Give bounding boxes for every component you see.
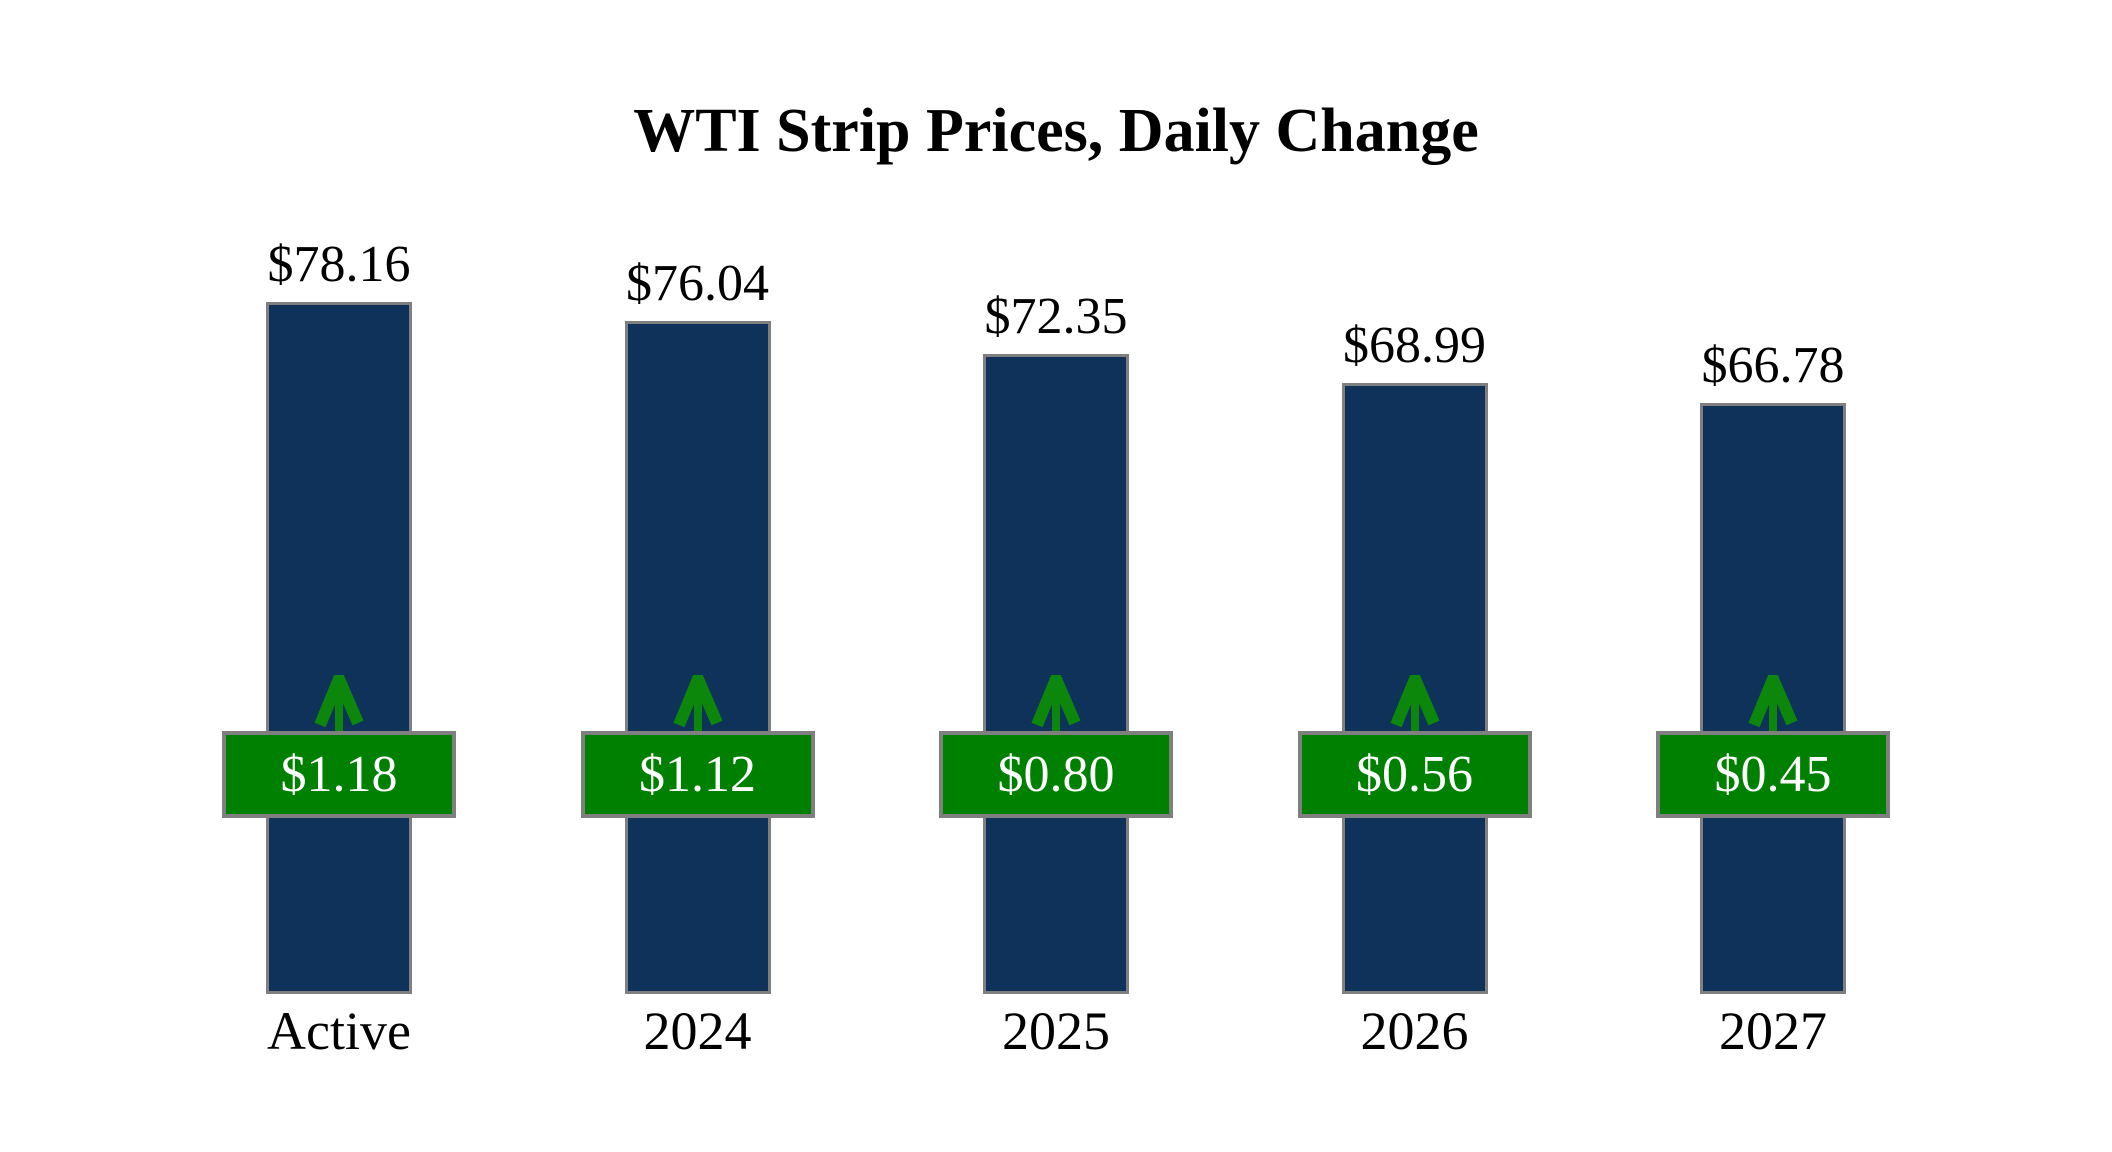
daily-change-value: $0.80 <box>997 745 1115 803</box>
daily-change-badge-2025: $0.80 <box>939 731 1173 818</box>
up-arrow-icon <box>672 675 723 733</box>
price-value-label: $76.04 <box>626 254 769 312</box>
up-arrow-icon <box>1389 675 1440 733</box>
category-label-2026: 2026 <box>1360 1001 1469 1061</box>
daily-change-badge-2026: $0.56 <box>1297 731 1532 818</box>
price-bar-2024 <box>624 320 771 994</box>
price-value-label: $78.16 <box>267 236 411 294</box>
price-value-label: $68.99 <box>1343 317 1486 375</box>
price-value-label: $72.35 <box>984 287 1128 345</box>
chart-title: WTI Strip Prices, Daily Change <box>633 97 1479 165</box>
up-arrow-icon <box>1748 675 1798 733</box>
category-label-2025: 2025 <box>1002 1001 1110 1061</box>
daily-change-value: $1.12 <box>639 745 756 803</box>
up-arrow-icon <box>314 675 364 733</box>
price-bar-active <box>266 302 412 994</box>
category-label-2027: 2027 <box>1719 1001 1827 1061</box>
up-arrow-icon <box>1031 675 1081 733</box>
price-value-label: $66.78 <box>1701 336 1845 394</box>
daily-change-badge-2027: $0.45 <box>1656 731 1890 818</box>
price-bar-2027 <box>1700 402 1846 994</box>
price-bar-2025 <box>983 353 1129 994</box>
category-label-active: Active <box>267 1001 411 1061</box>
daily-change-badge-active: $1.18 <box>222 731 456 818</box>
daily-change-value: $1.18 <box>280 745 398 803</box>
daily-change-badge-2024: $1.12 <box>580 731 815 818</box>
daily-change-value: $0.56 <box>1356 745 1473 803</box>
daily-change-value: $0.45 <box>1714 745 1832 803</box>
category-label-2024: 2024 <box>643 1001 752 1061</box>
